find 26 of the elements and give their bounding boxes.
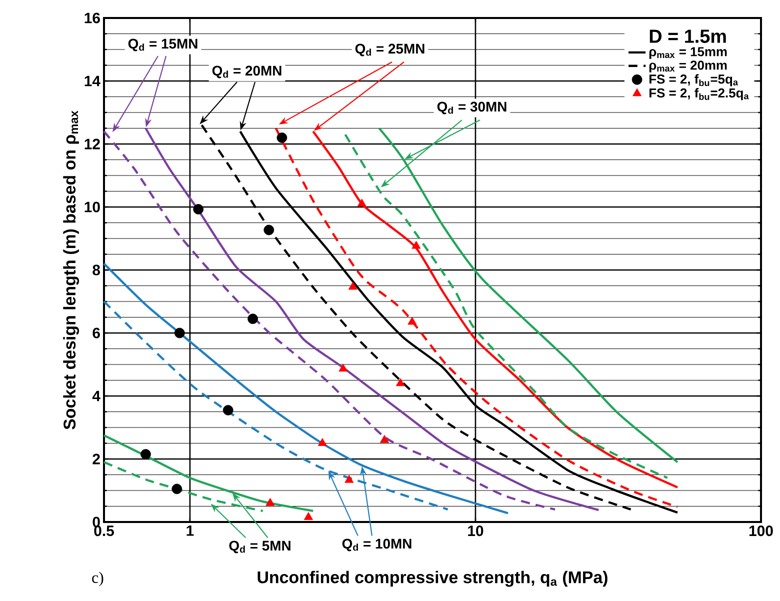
annotation: Q$_{d}$ = 15MN: [128, 38, 198, 52]
annotation: Q$_{d}$ = 10MN: [342, 538, 412, 552]
y-tick-label: 14: [84, 76, 100, 86]
y-tick-label: 10: [84, 202, 100, 212]
y-tick-label: 6: [92, 328, 100, 338]
legend-label: ρ$_{max}$ = 20mm: [649, 60, 727, 72]
annotation: Q$_{d}$ = 20MN: [212, 66, 282, 78]
y-axis-title: Socket design length (m) based on ρ$_{max}$: [63, 110, 80, 430]
annotation: Q$_{d}$ = 5MN: [229, 540, 290, 554]
y-tick-label: 2: [92, 454, 100, 464]
x-tick-label: 1: [186, 526, 194, 536]
legend-title: D = 1.5m: [650, 30, 726, 43]
y-tick-label: 4: [92, 390, 100, 402]
y-tick-label: 12: [84, 138, 100, 150]
legend-label: ρ$_{max}$ = 15mm: [649, 47, 727, 59]
x-axis-title: Unconfined compressive strength, q$_{a}$ (MPa): [258, 570, 608, 587]
x-tick-label: 0.5: [94, 526, 114, 536]
y-tick-label: 16: [84, 12, 100, 24]
annotation: Q$_{d}$ = 30MN: [437, 102, 506, 114]
annotation: Q$_{d}$ = 25MN: [355, 44, 424, 56]
legend-label: FS = 2, f$_{bu}$=5q$_{a}$: [650, 74, 738, 86]
x-tick-label: 10: [468, 526, 484, 536]
x-tick-label: 100: [749, 526, 773, 536]
legend-label: FS = 2, f$_{bu}$=2.5q$_{a}$: [650, 88, 749, 100]
text: c): [92, 572, 104, 586]
y-tick-label: 8: [92, 264, 100, 276]
